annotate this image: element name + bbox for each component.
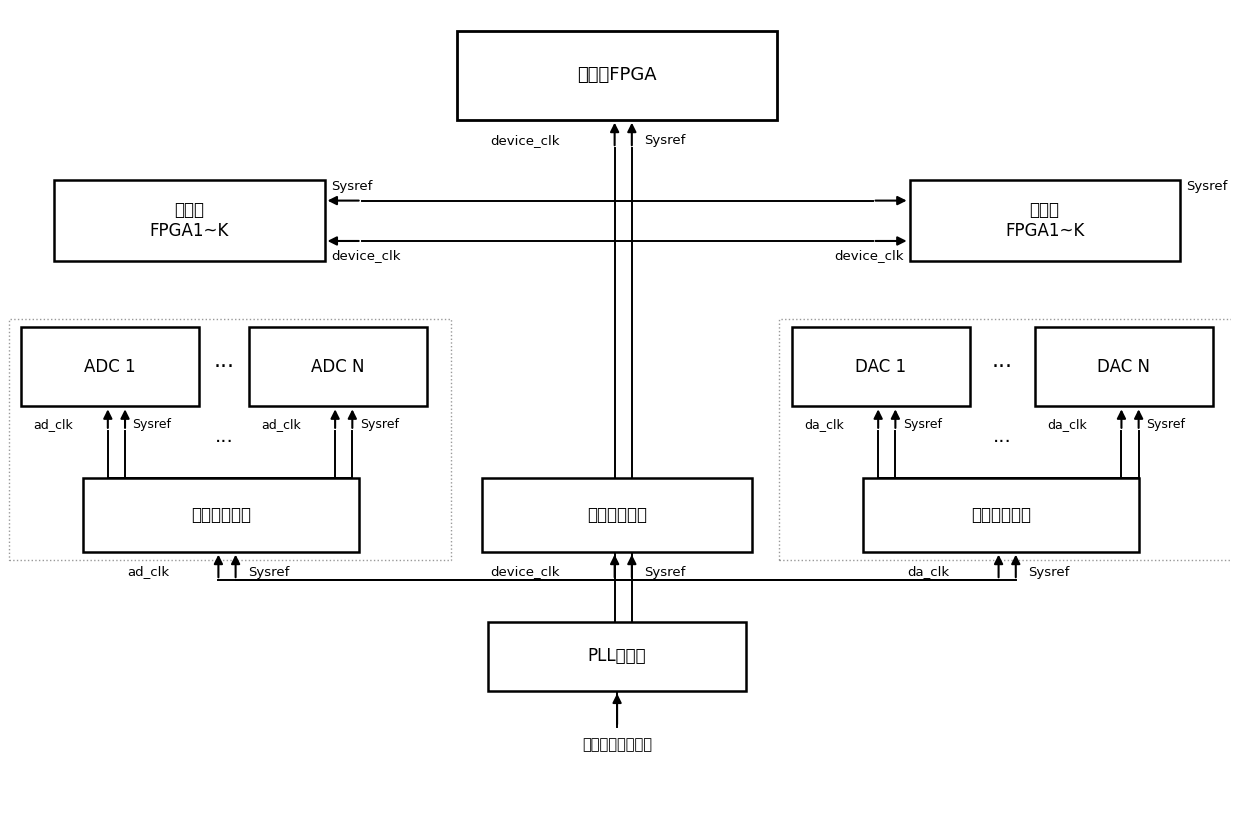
Text: Sysref: Sysref [644, 566, 686, 579]
Bar [9, 320, 451, 560]
Text: Sysref: Sysref [360, 418, 399, 431]
Text: ···: ··· [213, 357, 234, 377]
Text: ···: ··· [992, 357, 1013, 377]
Text: ···: ··· [993, 433, 1012, 451]
Text: 接收端
FPGA1~K: 接收端 FPGA1~K [150, 202, 229, 240]
Bar [55, 180, 325, 261]
Text: ···: ··· [215, 433, 233, 451]
Text: ADC 1: ADC 1 [84, 358, 136, 376]
Text: ad_clk: ad_clk [33, 418, 73, 431]
Text: Sysref: Sysref [248, 566, 289, 579]
Text: DAC 1: DAC 1 [856, 358, 906, 376]
Bar [83, 477, 360, 552]
Text: Sysref: Sysref [1185, 180, 1228, 193]
Text: Sysref: Sysref [1146, 418, 1185, 431]
Text: ad_clk: ad_clk [128, 566, 169, 579]
Bar [863, 477, 1140, 552]
Text: da_clk: da_clk [1048, 418, 1087, 431]
Text: Sysref: Sysref [331, 180, 372, 193]
Text: DAC N: DAC N [1097, 358, 1151, 376]
Text: 发送端
FPGA1~K: 发送端 FPGA1~K [1004, 202, 1084, 240]
Bar [909, 180, 1179, 261]
Text: 时钟分配芯片: 时钟分配芯片 [587, 506, 647, 524]
Text: device_clk: device_clk [833, 249, 904, 262]
Text: PLL锁相环: PLL锁相环 [588, 647, 646, 665]
Text: Sysref: Sysref [903, 418, 941, 431]
Bar [1035, 328, 1213, 406]
Text: Sysref: Sysref [644, 133, 686, 146]
Bar [21, 328, 200, 406]
Bar [482, 477, 753, 552]
Text: Sysref: Sysref [1028, 566, 1069, 579]
Text: 时钟分配芯片: 时钟分配芯片 [191, 506, 250, 524]
Bar [791, 328, 970, 406]
Text: 时钟分配芯片: 时钟分配芯片 [971, 506, 1030, 524]
Text: 系统参考时钟输入: 系统参考时钟输入 [582, 737, 652, 752]
Text: device_clk: device_clk [490, 133, 559, 146]
Bar [458, 31, 776, 120]
Text: device_clk: device_clk [490, 566, 559, 579]
Text: ad_clk: ad_clk [260, 418, 301, 431]
Text: da_clk: da_clk [908, 566, 950, 579]
Text: Sysref: Sysref [133, 418, 171, 431]
Bar [489, 622, 746, 691]
Bar [779, 320, 1238, 560]
Bar [248, 328, 427, 406]
Text: ADC N: ADC N [311, 358, 365, 376]
Text: da_clk: da_clk [804, 418, 843, 431]
Text: device_clk: device_clk [331, 249, 401, 262]
Text: 处理端FPGA: 处理端FPGA [578, 67, 657, 85]
